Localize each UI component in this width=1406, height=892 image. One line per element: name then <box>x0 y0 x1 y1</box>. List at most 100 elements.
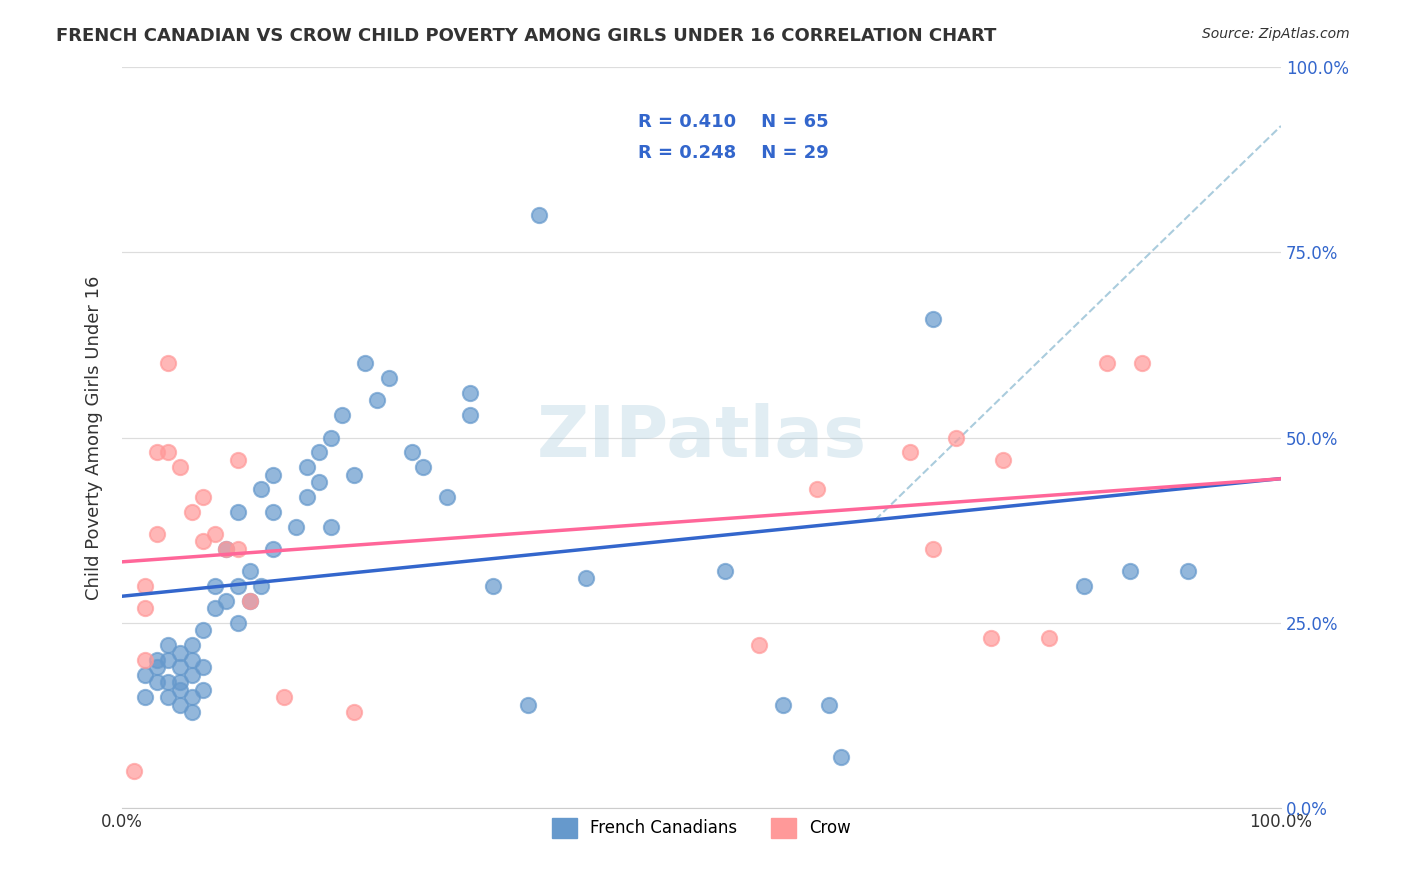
Point <box>991 452 1014 467</box>
Point <box>146 675 169 690</box>
Point <box>180 505 202 519</box>
Point <box>193 534 215 549</box>
Point <box>180 653 202 667</box>
Text: R = 0.410    N = 65: R = 0.410 N = 65 <box>638 113 828 131</box>
Text: ZIPatlas: ZIPatlas <box>537 403 866 472</box>
Text: FRENCH CANADIAN VS CROW CHILD POVERTY AMONG GIRLS UNDER 16 CORRELATION CHART: FRENCH CANADIAN VS CROW CHILD POVERTY AM… <box>56 27 997 45</box>
Point <box>308 445 330 459</box>
Point <box>146 660 169 674</box>
Point <box>1177 564 1199 578</box>
Point <box>157 690 180 705</box>
Point <box>169 698 191 712</box>
Point <box>482 579 505 593</box>
Point <box>330 409 353 423</box>
Y-axis label: Child Poverty Among Girls Under 16: Child Poverty Among Girls Under 16 <box>86 276 103 599</box>
Point <box>146 527 169 541</box>
Point <box>134 579 156 593</box>
Point <box>1038 631 1060 645</box>
Point <box>215 593 238 607</box>
Point <box>193 682 215 697</box>
Point <box>401 445 423 459</box>
Point <box>818 698 841 712</box>
Point <box>180 668 202 682</box>
Point <box>157 653 180 667</box>
Point <box>169 460 191 475</box>
Legend: French Canadians, Crow: French Canadians, Crow <box>546 811 858 845</box>
Point <box>319 519 342 533</box>
Point <box>713 564 735 578</box>
Point <box>134 690 156 705</box>
Point <box>180 638 202 652</box>
Text: Source: ZipAtlas.com: Source: ZipAtlas.com <box>1202 27 1350 41</box>
Point <box>458 409 481 423</box>
Point <box>180 705 202 719</box>
Point <box>945 430 967 444</box>
Point <box>215 541 238 556</box>
Point <box>1130 356 1153 370</box>
Point <box>575 572 598 586</box>
Point <box>238 593 260 607</box>
Point <box>134 601 156 615</box>
Point <box>146 653 169 667</box>
Point <box>262 541 284 556</box>
Point <box>250 483 273 497</box>
Point <box>262 467 284 482</box>
Point <box>134 653 156 667</box>
Text: R = 0.248    N = 29: R = 0.248 N = 29 <box>638 145 828 162</box>
Point <box>529 208 551 222</box>
Point <box>516 698 538 712</box>
Point <box>748 638 770 652</box>
Point <box>226 615 249 630</box>
Point <box>204 579 226 593</box>
Point <box>436 490 458 504</box>
Point <box>238 564 260 578</box>
Point <box>308 475 330 489</box>
Point <box>898 445 921 459</box>
Point <box>226 579 249 593</box>
Point <box>226 541 249 556</box>
Point <box>772 698 794 712</box>
Point <box>157 445 180 459</box>
Point <box>193 624 215 638</box>
Point <box>193 660 215 674</box>
Point <box>157 638 180 652</box>
Point <box>169 660 191 674</box>
Point <box>366 393 388 408</box>
Point <box>250 579 273 593</box>
Point <box>1073 579 1095 593</box>
Point <box>226 505 249 519</box>
Point <box>980 631 1002 645</box>
Point <box>238 593 260 607</box>
Point <box>262 505 284 519</box>
Point <box>377 371 399 385</box>
Point <box>284 519 307 533</box>
Point <box>412 460 434 475</box>
Point <box>169 682 191 697</box>
Point <box>157 356 180 370</box>
Point <box>343 705 366 719</box>
Point <box>297 460 319 475</box>
Point <box>169 646 191 660</box>
Point <box>1095 356 1118 370</box>
Point <box>830 749 852 764</box>
Point <box>134 668 156 682</box>
Point <box>157 675 180 690</box>
Point <box>122 764 145 779</box>
Point <box>204 527 226 541</box>
Point <box>343 467 366 482</box>
Point <box>146 445 169 459</box>
Point <box>297 490 319 504</box>
Point <box>180 690 202 705</box>
Point <box>354 356 377 370</box>
Point <box>169 675 191 690</box>
Point <box>922 311 945 326</box>
Point <box>226 452 249 467</box>
Point <box>215 541 238 556</box>
Point <box>1119 564 1142 578</box>
Point <box>922 541 945 556</box>
Point <box>193 490 215 504</box>
Point <box>204 601 226 615</box>
Point <box>458 386 481 401</box>
Point <box>273 690 295 705</box>
Point <box>319 430 342 444</box>
